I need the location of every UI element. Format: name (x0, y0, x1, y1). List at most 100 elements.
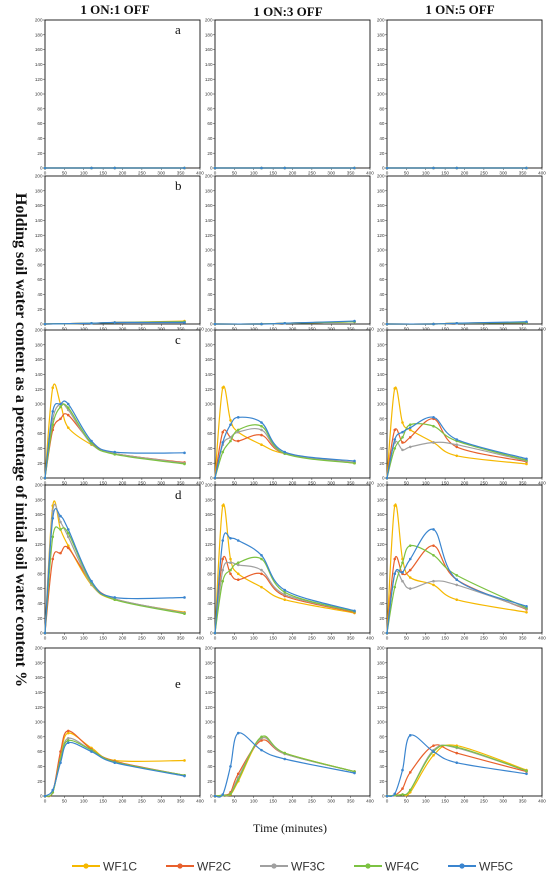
y-tick-label: 180 (205, 342, 213, 347)
x-tick-label: 50 (232, 636, 238, 641)
y-tick-label: 140 (35, 218, 43, 223)
data-point-wf1c (66, 426, 70, 429)
x-tick-label: 300 (499, 171, 507, 176)
data-point-wf5c (283, 166, 287, 170)
x-tick-label: 300 (157, 481, 165, 486)
y-tick-label: 80 (379, 262, 385, 267)
y-tick-label: 180 (205, 660, 213, 665)
data-point-wf2c (401, 787, 404, 790)
data-point-wf2c (59, 750, 62, 753)
y-tick-label: 40 (207, 292, 213, 297)
data-point-wf5c (401, 768, 404, 772)
x-tick-label: 250 (308, 636, 316, 641)
data-point-wf3c (59, 520, 62, 524)
data-point-wf5c (236, 416, 240, 419)
y-tick-label: 160 (377, 203, 385, 208)
y-tick-label: 0 (382, 322, 385, 327)
x-tick-label: 0 (44, 171, 47, 176)
series-line-wf5c (386, 321, 527, 325)
x-tick-label: 150 (441, 327, 449, 332)
y-tick-label: 180 (205, 32, 213, 37)
x-tick-label: 50 (62, 799, 68, 804)
y-tick-label: 200 (377, 18, 385, 23)
x-tick-label: 350 (177, 171, 185, 176)
x-tick-label: 150 (269, 799, 277, 804)
data-point-wf5c (221, 539, 225, 542)
x-tick-label: 300 (327, 171, 335, 176)
legend-marker (177, 863, 183, 869)
y-tick-label: 200 (377, 174, 385, 179)
data-point-wf2c (66, 546, 70, 550)
data-point-wf5c (408, 426, 412, 429)
x-tick-label: 50 (62, 481, 68, 486)
y-tick-label: 0 (210, 166, 213, 171)
data-point-wf5c (229, 536, 232, 540)
data-point-wf1c (432, 583, 435, 587)
y-tick-label: 140 (205, 690, 213, 695)
plot-frame (44, 647, 201, 797)
legend-item-wf3c: WF3C (260, 860, 325, 874)
x-tick-label: 100 (250, 636, 258, 641)
y-tick-label: 100 (377, 402, 385, 407)
y-tick-label: 200 (205, 328, 213, 333)
data-point-wf5c (183, 451, 186, 455)
y-tick-label: 60 (207, 431, 213, 436)
y-tick-label: 60 (207, 121, 213, 126)
y-tick-label: 160 (205, 203, 213, 208)
y-tick-label: 180 (377, 497, 385, 502)
plot-frame (44, 175, 201, 325)
y-tick-label: 180 (205, 497, 213, 502)
data-point-wf5c (51, 788, 55, 792)
column-title-2: 1 ON:3 OFF (253, 4, 322, 19)
y-tick-label: 140 (377, 62, 385, 67)
x-tick-label: 200 (289, 327, 297, 332)
y-tick-label: 0 (210, 322, 213, 327)
x-tick-label: 250 (480, 327, 488, 332)
x-tick-label: 200 (119, 636, 127, 641)
x-tick-label: 350 (347, 481, 355, 486)
y-tick-label: 160 (35, 675, 43, 680)
y-tick-label: 100 (377, 248, 385, 253)
data-point-wf5c (432, 322, 435, 326)
y-tick-label: 100 (35, 402, 43, 407)
data-point-wf5c (183, 596, 186, 599)
data-point-wf1c (393, 504, 397, 508)
y-tick-label: 160 (35, 47, 43, 52)
y-tick-label: 0 (40, 631, 43, 636)
x-tick-label: 0 (386, 799, 389, 804)
data-point-wf3c (408, 445, 412, 449)
series-line-wf5c (44, 321, 185, 325)
y-tick-label: 180 (35, 342, 43, 347)
x-tick-label: 250 (480, 799, 488, 804)
y-tick-label: 140 (377, 372, 385, 377)
y-tick-label: 200 (35, 483, 43, 488)
x-tick-label: 300 (157, 171, 165, 176)
data-point-wf3c (260, 568, 263, 572)
x-tick-label: 150 (99, 481, 107, 486)
x-tick-label: 0 (214, 636, 217, 641)
data-point-wf5c (183, 774, 186, 778)
legend-label: WF3C (291, 860, 325, 874)
y-tick-label: 160 (205, 512, 213, 517)
data-point-wf2c (408, 436, 412, 439)
y-tick-label: 0 (382, 476, 385, 481)
plot-frame (386, 19, 543, 169)
y-tick-label: 180 (35, 497, 43, 502)
data-point-wf4c (432, 424, 435, 428)
data-point-wf5c (90, 579, 93, 583)
x-tick-label: 200 (461, 636, 469, 641)
data-point-wf4c (236, 778, 240, 782)
y-tick-label: 20 (37, 151, 43, 156)
legend-marker (83, 863, 89, 869)
data-point-wf3c (236, 563, 240, 567)
y-tick-label: 100 (205, 92, 213, 97)
data-point-wf5c (385, 631, 389, 635)
x-tick-label: 100 (250, 481, 258, 486)
y-tick-label: 0 (382, 631, 385, 636)
y-tick-label: 180 (35, 188, 43, 193)
data-point-wf2c (221, 557, 225, 561)
data-point-wf5c (260, 421, 263, 424)
